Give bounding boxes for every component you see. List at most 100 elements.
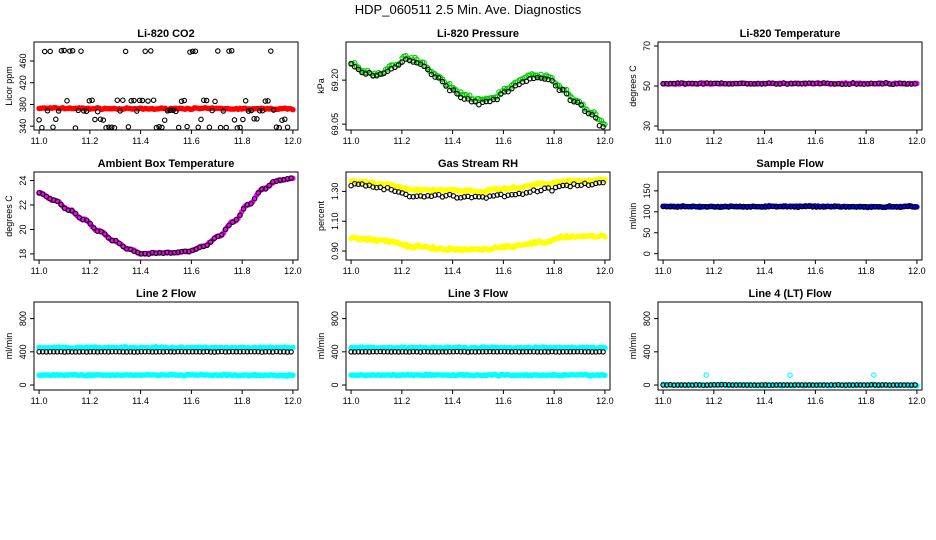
data-point [682, 382, 688, 388]
data-point [244, 201, 251, 208]
data-point [39, 191, 46, 197]
data-point [700, 382, 707, 388]
data-point [821, 204, 827, 210]
data-point [47, 48, 53, 55]
data-point [758, 382, 765, 388]
data-point [737, 203, 743, 210]
data-point [733, 203, 739, 210]
data-point [395, 62, 402, 68]
data-point [50, 349, 57, 355]
y-tick-label: 0 [18, 383, 28, 388]
data-point [872, 382, 878, 388]
data-point [178, 98, 185, 105]
data-point [127, 349, 134, 355]
data-point [799, 80, 805, 87]
data-point [897, 382, 904, 388]
data-point [516, 190, 522, 197]
data-point [410, 194, 416, 200]
data-point [125, 124, 132, 130]
data-point [740, 80, 747, 87]
data-point [505, 349, 511, 355]
data-point [281, 349, 287, 355]
data-point [255, 190, 261, 196]
data-point [53, 116, 59, 123]
data-point [813, 382, 820, 388]
data-point [160, 250, 167, 256]
data-point [886, 81, 893, 87]
chart-panel: Li-820 Pressure 11.0 11.2 11.4 11.6 11.8 12.0 6… [316, 28, 614, 146]
data-point [894, 204, 900, 210]
panel-title: Li-820 Pressure [437, 28, 519, 40]
data-point [711, 382, 717, 388]
data-point [91, 225, 97, 231]
x-tick-label: 11.4 [132, 136, 149, 146]
data-point [217, 124, 224, 131]
data-point [454, 348, 460, 355]
x-tick-label: 11.2 [81, 136, 98, 146]
data-point [747, 382, 754, 388]
chart-panel: Gas Stream RH 11.0 11.2 11.4 11.6 11.8 12.0 0.9… [316, 158, 614, 276]
data-point [69, 208, 75, 214]
x-tick-label: 12.0 [908, 266, 926, 276]
data-point [231, 117, 238, 123]
data-point [406, 193, 413, 200]
data-point [461, 348, 468, 355]
data-point [245, 108, 252, 114]
data-point [465, 96, 471, 102]
data-point [769, 203, 776, 209]
data-point [527, 349, 533, 355]
data-point [519, 79, 526, 85]
data-point [667, 204, 674, 210]
x-tick-label: 11.4 [756, 136, 773, 146]
data-point [476, 194, 482, 200]
data-point [273, 124, 280, 130]
data-point [853, 81, 860, 87]
data-point [483, 98, 489, 105]
data-point [755, 81, 761, 87]
data-point [487, 193, 493, 199]
data-point [505, 192, 511, 198]
data-point [81, 108, 87, 114]
data-point [222, 226, 229, 233]
x-tick-label: 11.2 [393, 266, 410, 276]
data-point [265, 98, 271, 104]
x-tick-label: 11.0 [343, 266, 360, 276]
x-tick-label: 12.0 [596, 136, 614, 146]
y-tick-label: 800 [642, 311, 652, 326]
x-tick-label: 12.0 [596, 396, 614, 406]
data-point [799, 203, 805, 210]
data-point [251, 116, 257, 122]
data-point [780, 382, 787, 388]
data-point [138, 349, 145, 355]
data-point [268, 48, 274, 54]
data-point [145, 98, 151, 104]
data-point [600, 349, 606, 355]
data-point [150, 97, 157, 103]
data-point [600, 124, 606, 130]
data-point [215, 48, 221, 54]
data-point [696, 80, 703, 87]
x-tick-label: 11.0 [31, 266, 48, 276]
data-point [417, 349, 424, 355]
data-point [762, 382, 769, 388]
y-tick-label: 50 [642, 81, 652, 91]
x-tick-label: 12.0 [596, 266, 614, 276]
data-point [905, 203, 911, 210]
data-point [494, 94, 500, 100]
data-point [733, 80, 739, 87]
data-point [105, 235, 112, 241]
panel-title: Gas Stream RH [438, 158, 518, 170]
data-point [567, 349, 573, 355]
chart-panel: Ambient Box Temperature 11.0 11.2 11.4 11.6 1… [4, 158, 302, 276]
x-tick-label: 11.8 [234, 266, 251, 276]
data-point [123, 349, 130, 355]
panel-title: Ambient Box Temperature [98, 158, 235, 170]
data-point [671, 204, 677, 210]
data-point [228, 47, 235, 54]
data-point [403, 349, 409, 355]
data-point [689, 80, 696, 87]
data-point [377, 71, 384, 77]
data-point [36, 117, 42, 123]
data-point [251, 195, 258, 202]
x-tick-label: 11.2 [705, 266, 722, 276]
